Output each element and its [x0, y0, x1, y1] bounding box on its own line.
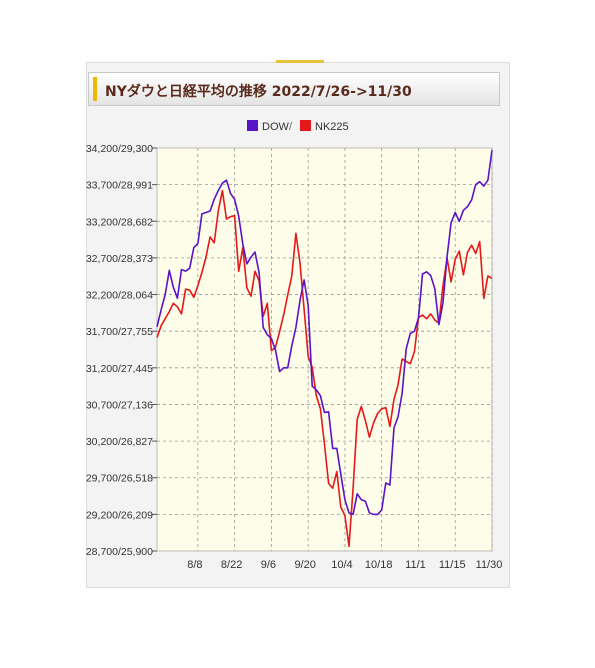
y-axis-ticks: 34,200/29,300 33,700/28,991 33,200/28,682 3…	[86, 143, 157, 558]
legend-label-nk225: NK225	[315, 121, 349, 133]
x-tick-label: 9/20	[294, 559, 315, 571]
y-tick-label: 34,200/29,300	[86, 143, 153, 155]
x-tick-label: 8/22	[221, 559, 242, 571]
series-lines	[156, 150, 493, 548]
y-tick-label: 32,200/28,064	[86, 290, 153, 302]
y-tick-label: 31,700/27,755	[86, 326, 153, 338]
y-tick-label: 30,200/26,827	[86, 436, 153, 448]
x-tick-label: 9/6	[261, 559, 276, 571]
x-axis-ticks: 8/8 8/22 9/6 9/20 10/4 10/18 11/1 11/15 11/30	[187, 559, 502, 571]
chart-title: NYダウと日経平均の推移 2022/7/26->11/30	[105, 84, 412, 100]
x-tick-label: 11/1	[405, 559, 426, 571]
x-tick-label: 10/18	[365, 559, 393, 571]
legend-swatch-nk225	[300, 120, 311, 131]
y-tick-label: 31,200/27,445	[86, 363, 153, 375]
top-accent-bar	[276, 60, 324, 63]
x-tick-label: 11/15	[439, 559, 466, 571]
chart-title-bar: NYダウと日経平均の推移 2022/7/26->11/30	[88, 72, 500, 106]
x-tick-label: 10/4	[331, 559, 352, 571]
series-line-dow	[156, 150, 493, 516]
series-line-nk225	[156, 189, 493, 548]
x-tick-label: 8/8	[187, 559, 202, 571]
y-tick-label: 29,700/26,518	[86, 473, 153, 485]
y-tick-label: 29,200/26,209	[86, 509, 153, 521]
legend: DOW / NK225	[247, 120, 349, 133]
legend-label-dow: DOW	[262, 121, 290, 133]
legend-separator: /	[289, 121, 293, 133]
title-marker	[93, 77, 97, 101]
y-tick-label: 32,700/28,373	[86, 253, 153, 265]
y-tick-label: 33,700/28,991	[86, 180, 153, 192]
y-tick-label: 33,200/28,682	[86, 216, 153, 228]
y-tick-label: 28,700/25,900	[86, 546, 153, 558]
y-tick-label: 30,700/27,136	[86, 399, 153, 411]
x-tick-label: 11/30	[476, 559, 503, 571]
plot-area	[156, 147, 493, 552]
legend-swatch-dow	[247, 120, 258, 131]
